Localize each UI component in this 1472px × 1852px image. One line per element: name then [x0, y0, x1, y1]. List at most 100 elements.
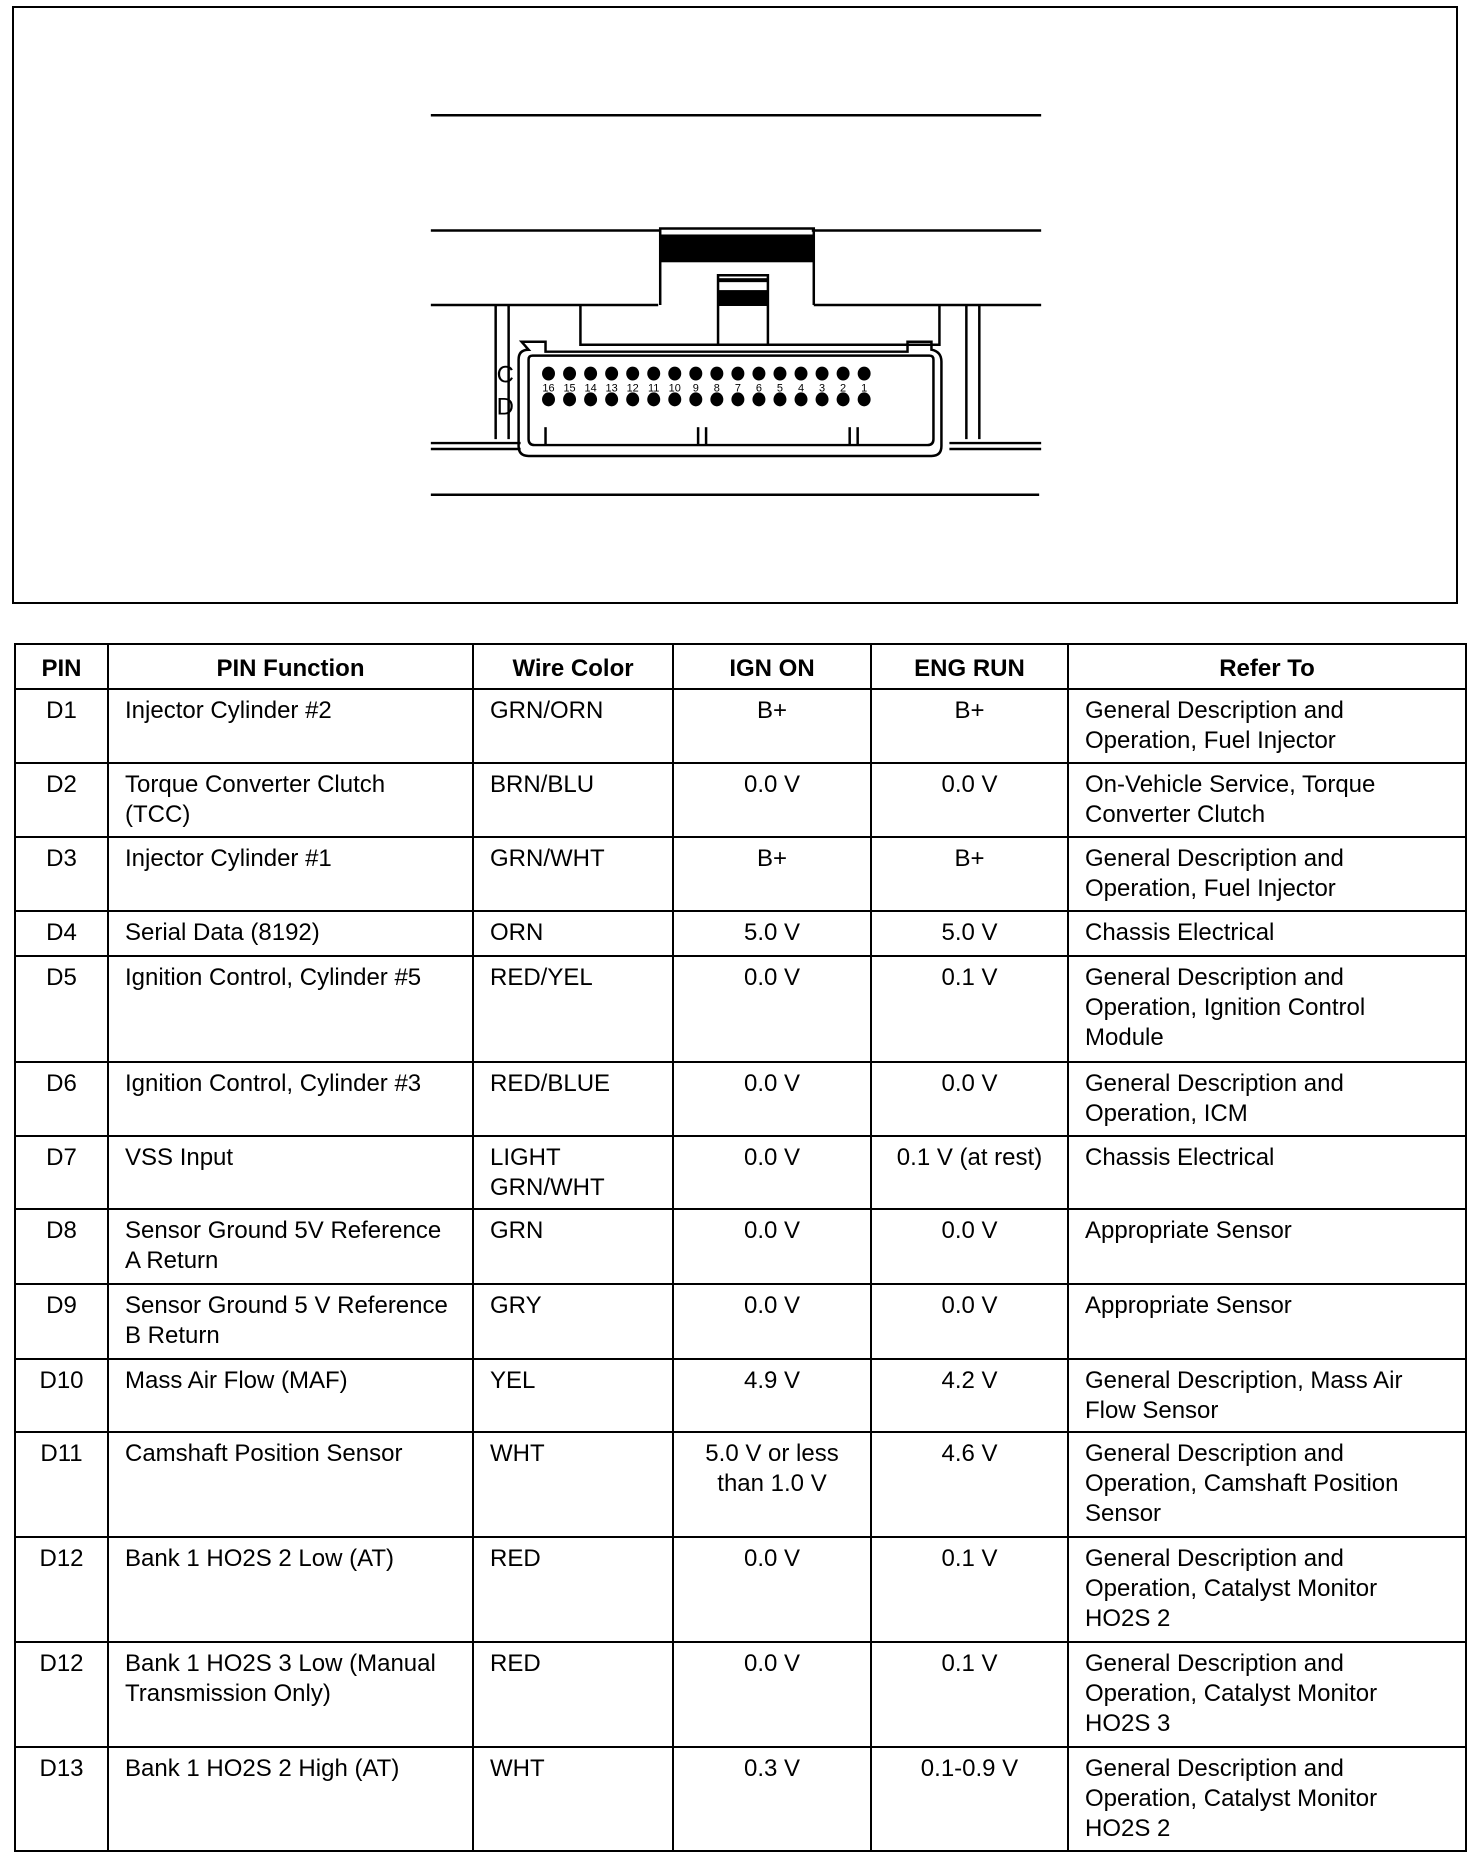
wire-color-cell: GRY — [472, 1283, 674, 1360]
ign-on-cell: B+ — [672, 836, 872, 912]
wire-color-cell: GRN — [472, 1208, 674, 1285]
refer-to-cell: General Description and Operation, Camsh… — [1067, 1431, 1467, 1538]
ign-on-cell: 0.0 V — [672, 1061, 872, 1137]
eng-run-cell: 4.6 V — [870, 1431, 1069, 1538]
pin-cell: D1 — [14, 688, 109, 764]
pin-d-10 — [668, 392, 682, 407]
eng-run-cell: B+ — [870, 836, 1069, 912]
header-pin: PIN — [14, 643, 109, 690]
pin-cell: D4 — [14, 910, 109, 957]
function-cell: Torque Converter Clutch (TCC) — [107, 762, 474, 838]
pin-cell: D6 — [14, 1061, 109, 1137]
pin-c-1 — [857, 366, 871, 381]
table-row: D9 Sensor Ground 5 V Reference B Return GR… — [14, 1283, 1467, 1360]
pin-cell: D12 — [14, 1536, 109, 1643]
ign-on-cell: 0.0 V — [672, 1283, 872, 1360]
pin-d-11 — [647, 392, 661, 407]
ign-on-cell: 0.0 V — [672, 1536, 872, 1643]
eng-run-cell: 0.1 V — [870, 1536, 1069, 1643]
pin-cell: D12 — [14, 1641, 109, 1748]
row-label-c: C — [497, 362, 514, 389]
wire-color-cell: LIGHT GRN/WHT — [472, 1135, 674, 1210]
function-cell: Ignition Control, Cylinder #3 — [107, 1061, 474, 1137]
pin-c-7 — [731, 366, 745, 381]
pin-number-label: 8 — [714, 382, 720, 394]
pin-d-7 — [731, 392, 745, 407]
eng-run-cell: 0.0 V — [870, 1283, 1069, 1360]
pin-array: 16 15 14 13 12 11 10 9 8 7 6 5 4 3 2 1 — [542, 366, 871, 407]
function-cell: VSS Input — [107, 1135, 474, 1210]
table-row: D12 Bank 1 HO2S 3 Low (Manual Transmissio… — [14, 1641, 1467, 1748]
pin-c-6 — [752, 366, 766, 381]
wire-color-cell: ORN — [472, 910, 674, 957]
pin-d-13 — [605, 392, 619, 407]
header-eng-run: ENG RUN — [870, 643, 1069, 690]
pin-c-4 — [794, 366, 808, 381]
refer-to-cell: General Description and Operation, Catal… — [1067, 1746, 1467, 1852]
row-label-d: D — [497, 393, 514, 420]
refer-to-cell: Chassis Electrical — [1067, 910, 1467, 957]
connector-diagram: 16 15 14 13 12 11 10 9 8 7 6 5 4 3 2 1 C D — [12, 6, 1458, 604]
ign-on-cell: 0.3 V — [672, 1746, 872, 1852]
pin-number-label: 7 — [735, 382, 741, 394]
pin-d-14 — [584, 392, 598, 407]
eng-run-cell: 0.1 V — [870, 955, 1069, 1063]
refer-to-cell: General Description, Mass Air Flow Senso… — [1067, 1358, 1467, 1433]
ign-on-cell: 0.0 V — [672, 1208, 872, 1285]
pin-number-label: 11 — [648, 382, 659, 394]
pin-d-6 — [752, 392, 766, 407]
eng-run-cell: 4.2 V — [870, 1358, 1069, 1433]
function-cell: Sensor Ground 5 V Reference B Return — [107, 1283, 474, 1360]
function-cell: Serial Data (8192) — [107, 910, 474, 957]
eng-run-cell: 0.0 V — [870, 1208, 1069, 1285]
wire-color-cell: GRN/WHT — [472, 836, 674, 912]
table-row: D12 Bank 1 HO2S 2 Low (AT) RED 0.0 V 0.1 V Ge… — [14, 1536, 1467, 1643]
table-row: D7 VSS Input LIGHT GRN/WHT 0.0 V 0.1 V (at r… — [14, 1135, 1467, 1210]
pin-cell: D9 — [14, 1283, 109, 1360]
refer-to-cell: General Description and Operation, Catal… — [1067, 1536, 1467, 1643]
table-row: D13 Bank 1 HO2S 2 High (AT) WHT 0.3 V 0.1-0.… — [14, 1746, 1467, 1852]
table-header-row: PIN PIN Function Wire Color IGN ON ENG R… — [14, 643, 1467, 690]
pin-c-16 — [542, 366, 555, 381]
eng-run-cell: 0.1-0.9 V — [870, 1746, 1069, 1852]
function-cell: Sensor Ground 5V Reference A Return — [107, 1208, 474, 1285]
pin-number-label: 12 — [627, 382, 639, 394]
header-ign-on: IGN ON — [672, 643, 872, 690]
eng-run-cell: 0.0 V — [870, 1061, 1069, 1137]
pin-c-14 — [584, 366, 598, 381]
pin-number-label: 16 — [542, 382, 554, 394]
ign-on-cell: 0.0 V — [672, 762, 872, 838]
function-cell: Bank 1 HO2S 2 High (AT) — [107, 1746, 474, 1852]
refer-to-cell: General Description and Operation, Catal… — [1067, 1641, 1467, 1748]
function-cell: Bank 1 HO2S 3 Low (Manual Transmission O… — [107, 1641, 474, 1748]
refer-to-cell: General Description and Operation, Ignit… — [1067, 955, 1467, 1063]
ign-on-cell: 4.9 V — [672, 1358, 872, 1433]
connector-drawing: 16 15 14 13 12 11 10 9 8 7 6 5 4 3 2 1 C D — [430, 114, 1042, 496]
table-row: D2 Torque Converter Clutch (TCC) BRN/BLU 0.… — [14, 762, 1467, 838]
pin-c-11 — [647, 366, 661, 381]
pin-cell: D5 — [14, 955, 109, 1063]
pin-number-label: 10 — [669, 382, 681, 394]
ign-on-cell: 0.0 V — [672, 1135, 872, 1210]
function-cell: Bank 1 HO2S 2 Low (AT) — [107, 1536, 474, 1643]
wire-color-cell: RED — [472, 1536, 674, 1643]
pin-number-label: 4 — [798, 382, 804, 394]
function-cell: Mass Air Flow (MAF) — [107, 1358, 474, 1433]
pin-d-3 — [815, 392, 829, 407]
pin-d-12 — [626, 392, 640, 407]
table-row: D10 Mass Air Flow (MAF) YEL 4.9 V 4.2 V Gener… — [14, 1358, 1467, 1433]
pin-number-label: 14 — [585, 382, 597, 394]
pin-c-15 — [563, 366, 577, 381]
refer-to-cell: Chassis Electrical — [1067, 1135, 1467, 1210]
pin-number-label: 3 — [819, 382, 825, 394]
refer-to-cell: Appropriate Sensor — [1067, 1283, 1467, 1360]
pin-cell: D13 — [14, 1746, 109, 1852]
pin-c-9 — [689, 366, 703, 381]
pin-d-4 — [794, 392, 808, 407]
wire-color-cell: YEL — [472, 1358, 674, 1433]
function-cell: Injector Cylinder #1 — [107, 836, 474, 912]
pin-cell: D2 — [14, 762, 109, 838]
pinout-table: PIN PIN Function Wire Color IGN ON ENG R… — [14, 643, 1467, 1852]
wire-color-cell: GRN/ORN — [472, 688, 674, 764]
pin-number-label: 9 — [693, 382, 699, 394]
